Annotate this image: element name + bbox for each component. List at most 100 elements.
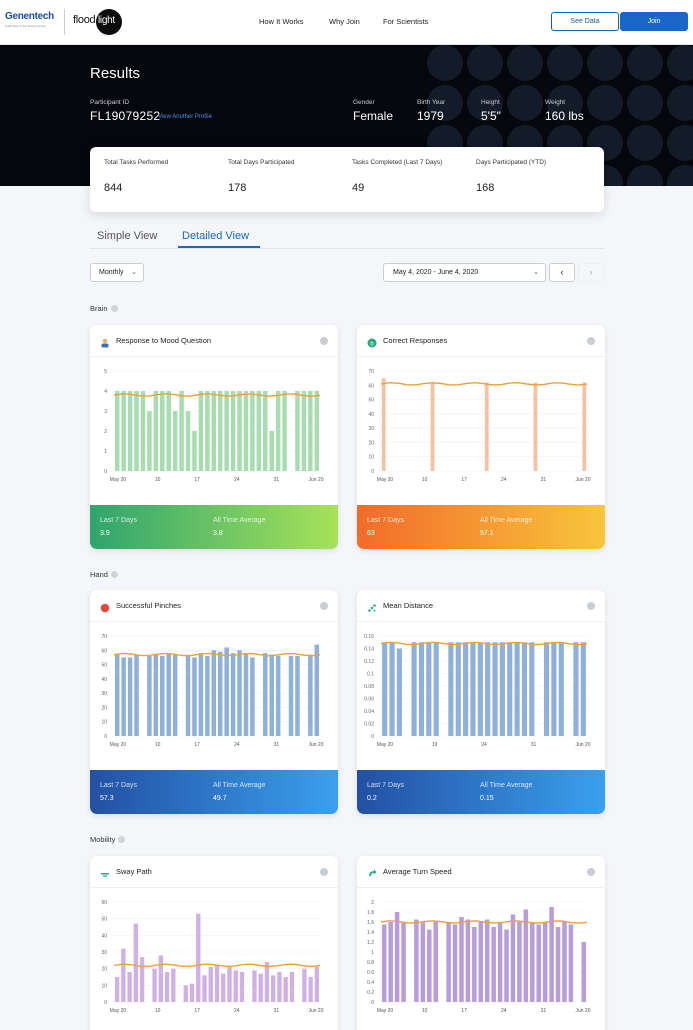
y-tick-label: 30 (101, 691, 107, 697)
tasks-last7-value: 49 (352, 182, 365, 194)
decorative-dot (547, 85, 583, 121)
nav-link-for-scientists[interactable]: For Scientists (383, 17, 429, 26)
x-tick-label: May 20 (377, 1008, 394, 1014)
floodlight-logo-circle[interactable]: light (96, 9, 122, 35)
x-tick-label: 19 (432, 742, 438, 748)
bar (275, 391, 281, 471)
info-icon[interactable] (587, 337, 595, 345)
turn-icon (367, 866, 377, 876)
page-title: Results (90, 65, 141, 82)
genentech-logo[interactable]: Genentech (5, 11, 54, 22)
y-tick-label: 60 (101, 648, 107, 654)
all-time-average-label: All Time Average (480, 517, 533, 524)
section-mobility: Mobility (90, 835, 126, 844)
all-time-average-value: 3.8 (213, 530, 223, 537)
all-time-average-value: 0.15 (480, 795, 494, 802)
x-tick-label: 10 (155, 1008, 161, 1014)
info-icon[interactable] (320, 337, 328, 345)
all-time-average-label: All Time Average (213, 517, 266, 524)
info-icon[interactable] (320, 868, 328, 876)
previous-period-button[interactable]: ‹ (549, 263, 575, 282)
bar (411, 642, 417, 736)
chart-mood: 0 1 2 3 4 5 May 20 10 17 24 31 Jun 20 (104, 369, 324, 483)
bar (282, 391, 287, 471)
decorative-dot (427, 85, 463, 121)
bar (543, 642, 550, 736)
bar (283, 977, 288, 1002)
tab-detailed-view[interactable]: Detailed View (182, 230, 250, 242)
y-tick-label: 0.1 (367, 672, 374, 678)
y-tick-label: 0 (371, 469, 374, 475)
card-divider (357, 356, 605, 357)
logo-divider (64, 9, 65, 35)
card-correct-responses: b Correct Responses 0 10 20 30 40 50 60 70 May 20 1… (357, 325, 605, 549)
bar (314, 391, 320, 471)
bar (158, 955, 164, 1002)
bar (401, 922, 406, 1002)
y-tick-label: 70 (368, 369, 374, 375)
bar (530, 922, 535, 1002)
info-icon[interactable] (110, 571, 118, 578)
bar (252, 970, 257, 1002)
bar (396, 648, 402, 736)
dots-icon (367, 600, 377, 612)
tab-simple-view[interactable]: Simple View (97, 230, 158, 242)
decorative-dot (667, 165, 693, 186)
y-tick-label: 0 (371, 734, 374, 740)
bar (510, 914, 516, 1002)
y-tick-label: 2 (371, 900, 374, 906)
view-another-profile-link[interactable]: View Another Profile (158, 114, 212, 120)
bar (192, 657, 197, 736)
bar (185, 656, 191, 736)
see-data-button[interactable]: See Data (551, 12, 619, 31)
x-tick-label: 31 (274, 477, 280, 483)
nav-link-how-it-works[interactable]: How It Works (259, 17, 304, 26)
info-icon[interactable] (587, 868, 595, 876)
total-days-label: Total Days Participated (228, 159, 295, 166)
all-time-average-value: 57.1 (480, 530, 494, 537)
bar (114, 391, 120, 471)
x-tick-label: 31 (274, 742, 280, 748)
bar (189, 983, 195, 1002)
x-tick-label: 31 (541, 1008, 547, 1014)
bar (205, 656, 210, 736)
period-select[interactable]: Monthly ⌄ (90, 263, 144, 282)
bar (230, 391, 236, 471)
bar (164, 972, 170, 1002)
nav-link-why-join[interactable]: Why Join (329, 17, 360, 26)
bar (418, 642, 425, 736)
bar (211, 391, 217, 471)
bar (277, 972, 282, 1002)
bar (542, 922, 548, 1002)
bar (127, 972, 132, 1002)
y-tick-label: 10 (368, 455, 374, 461)
join-button[interactable]: Join (620, 12, 688, 31)
bar (166, 653, 171, 736)
floodlight-logo-text[interactable]: flood (73, 14, 96, 26)
date-range-select[interactable]: May 4, 2020 - June 4, 2020 ⌄ (383, 263, 546, 282)
info-icon[interactable] (587, 602, 595, 610)
info-icon[interactable] (118, 836, 126, 843)
y-tick-label: 5 (104, 369, 107, 375)
x-tick-label: 10 (422, 477, 428, 483)
birth-year-value: 1979 (417, 109, 444, 123)
bar (521, 642, 528, 736)
decorative-dot (627, 85, 663, 121)
bar (152, 968, 157, 1002)
info-icon[interactable] (110, 305, 118, 312)
bar (208, 967, 213, 1002)
info-icon[interactable] (320, 602, 328, 610)
y-tick-label: 50 (368, 398, 374, 404)
total-days-value: 178 (228, 182, 247, 194)
next-period-button[interactable]: › (578, 263, 604, 282)
bar (224, 647, 229, 736)
bar (558, 642, 564, 736)
decorative-dot (627, 165, 663, 186)
decorative-dot (667, 85, 693, 121)
days-ytd-label: Days Participated (YTD) (476, 159, 547, 166)
bar (477, 642, 483, 736)
decorative-dot (587, 85, 623, 121)
bar (389, 642, 395, 736)
bar (214, 965, 220, 1002)
red-dot-icon (100, 600, 110, 613)
